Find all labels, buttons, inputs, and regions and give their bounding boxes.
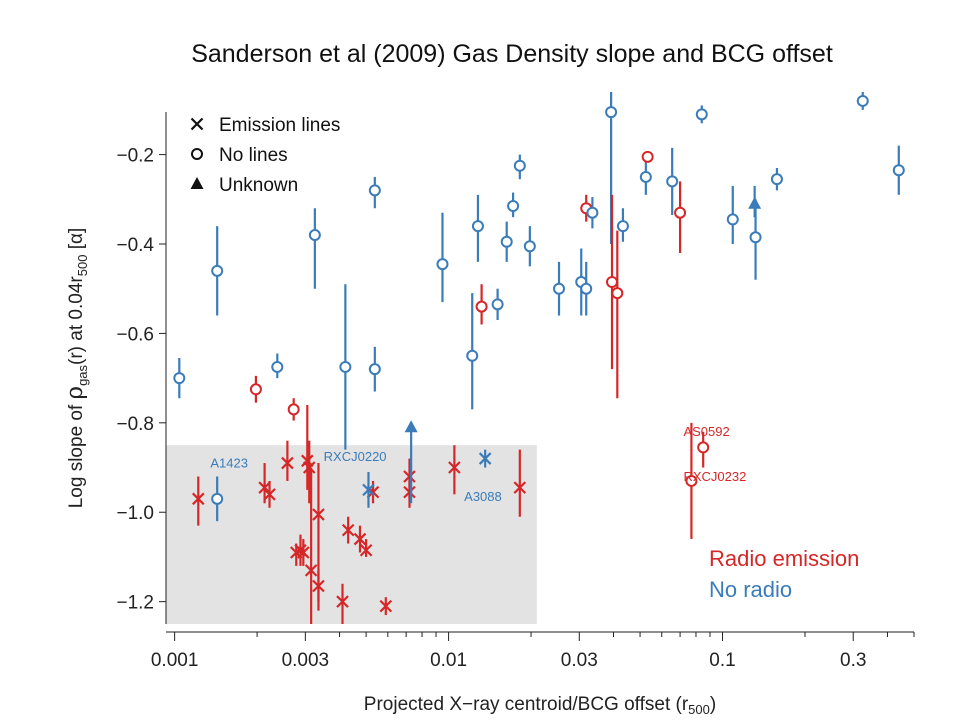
annotation-label: AS0592 <box>683 424 729 439</box>
data-point-circle <box>271 360 284 373</box>
data-point-circle <box>368 363 381 376</box>
data-point-circle <box>726 213 739 226</box>
y-tick-label: −1.0 <box>116 503 154 524</box>
data-point-triangle <box>748 196 762 209</box>
x-tick-label: 0.01 <box>430 650 467 671</box>
annotations: A1423 RXCJ0220 A3088 AS0592 RXCJ0232 <box>210 424 746 504</box>
annotation-label: RXCJ0232 <box>683 469 746 484</box>
data-point-cross <box>304 564 318 577</box>
data-point-cross <box>192 492 205 506</box>
legend-label: No lines <box>219 145 288 166</box>
y-tick-label: −0.4 <box>116 235 154 256</box>
legend-label: Unknown <box>219 175 298 196</box>
data-point-circle <box>249 383 262 396</box>
data-point-circle <box>507 200 520 212</box>
data-point-circle <box>211 264 224 277</box>
data-point-circle <box>471 220 484 233</box>
data-point-cross <box>448 461 461 474</box>
data-point-circle <box>368 184 381 197</box>
x-tick-label: 0.1 <box>709 650 735 671</box>
data-point-circle <box>685 474 698 487</box>
legend-triangle-icon <box>190 177 204 189</box>
data-point-circle <box>856 94 869 107</box>
data-point-cross <box>353 532 367 546</box>
data-point-cross <box>312 579 325 593</box>
data-point-cross <box>336 595 349 608</box>
y-tick-label: −0.6 <box>116 324 154 345</box>
x-tick-label: 0.3 <box>840 650 866 671</box>
data-point-circle <box>287 403 300 416</box>
axis-labels: Projected X−ray centroid/BCG offset (r50… <box>62 228 716 717</box>
y-tick-label: −0.8 <box>116 414 154 435</box>
data-point-circle <box>892 164 905 177</box>
data-point-circle <box>641 150 654 163</box>
legend: Emission lines No lines Unknown Radio emiss… <box>190 115 859 602</box>
data-point-cross <box>258 481 271 494</box>
data-point-circle <box>339 360 352 373</box>
data-point-circle <box>639 170 652 183</box>
data-point-cross <box>341 523 355 537</box>
data-point-cross <box>403 470 416 483</box>
data-point-circle <box>605 106 618 119</box>
data-point-circle <box>616 220 629 233</box>
data-point-cross <box>513 481 527 494</box>
legend-color-label: Radio emission <box>709 546 859 571</box>
annotation-label: A1423 <box>210 456 248 471</box>
y-tick-label: −0.2 <box>116 146 154 167</box>
data-point-circle <box>674 206 687 219</box>
data-point-circle <box>697 441 710 454</box>
legend-cross-icon <box>190 117 204 131</box>
data-point-cross <box>362 483 375 497</box>
data-point-cross <box>312 508 325 521</box>
data-point-cross <box>478 452 492 465</box>
legend-circle-icon <box>191 148 203 160</box>
data-point-circle <box>436 258 449 271</box>
data-point-circle <box>553 282 566 295</box>
data-point-circle <box>513 159 526 172</box>
data-point-cross <box>359 543 373 557</box>
axes: −0.2 −0.4 −0.6 −0.8 −1.0 −1.2 0.001 0.003 0.01 0.… <box>116 112 915 671</box>
data-point-cross <box>403 485 416 499</box>
x-tick-label: 0.001 <box>151 650 199 671</box>
annotation-label: A3088 <box>464 489 502 504</box>
data-point-cross <box>281 456 294 470</box>
data-point-circle <box>211 492 224 505</box>
data-points <box>173 92 905 624</box>
data-point-circle <box>523 240 536 253</box>
y-axis-label: Log slope of ρgas(r) at 0.04r500 [α] <box>62 228 90 509</box>
data-point-cross <box>297 546 310 559</box>
data-point-cross <box>302 461 316 474</box>
y-tick-label: −1.2 <box>116 593 154 614</box>
data-point-circle <box>475 300 488 313</box>
x-tick-label: 0.03 <box>561 650 598 671</box>
data-point-cross <box>263 488 276 501</box>
data-point-circle <box>580 282 593 295</box>
data-point-circle <box>749 231 762 244</box>
data-point-circle <box>695 108 708 121</box>
data-point-cross <box>379 599 393 613</box>
data-point-circle <box>606 276 619 288</box>
data-point-circle <box>666 175 679 188</box>
data-point-circle <box>308 229 321 242</box>
x-axis-label: Projected X−ray centroid/BCG offset (r50… <box>364 694 716 717</box>
data-point-circle <box>770 173 783 186</box>
data-point-triangle <box>404 420 418 433</box>
data-point-circle <box>466 349 479 362</box>
data-point-circle <box>586 206 599 219</box>
data-point-circle <box>173 372 186 385</box>
x-tick-label: 0.003 <box>282 650 330 671</box>
annotation-label: RXCJ0220 <box>324 449 387 464</box>
data-point-circle <box>611 287 624 300</box>
legend-color-label: No radio <box>709 577 792 602</box>
page-title: Sanderson et al (2009) Gas Density slope… <box>191 40 833 68</box>
data-point-circle <box>491 298 504 311</box>
legend-label: Emission lines <box>219 115 340 136</box>
data-point-circle <box>500 235 513 248</box>
